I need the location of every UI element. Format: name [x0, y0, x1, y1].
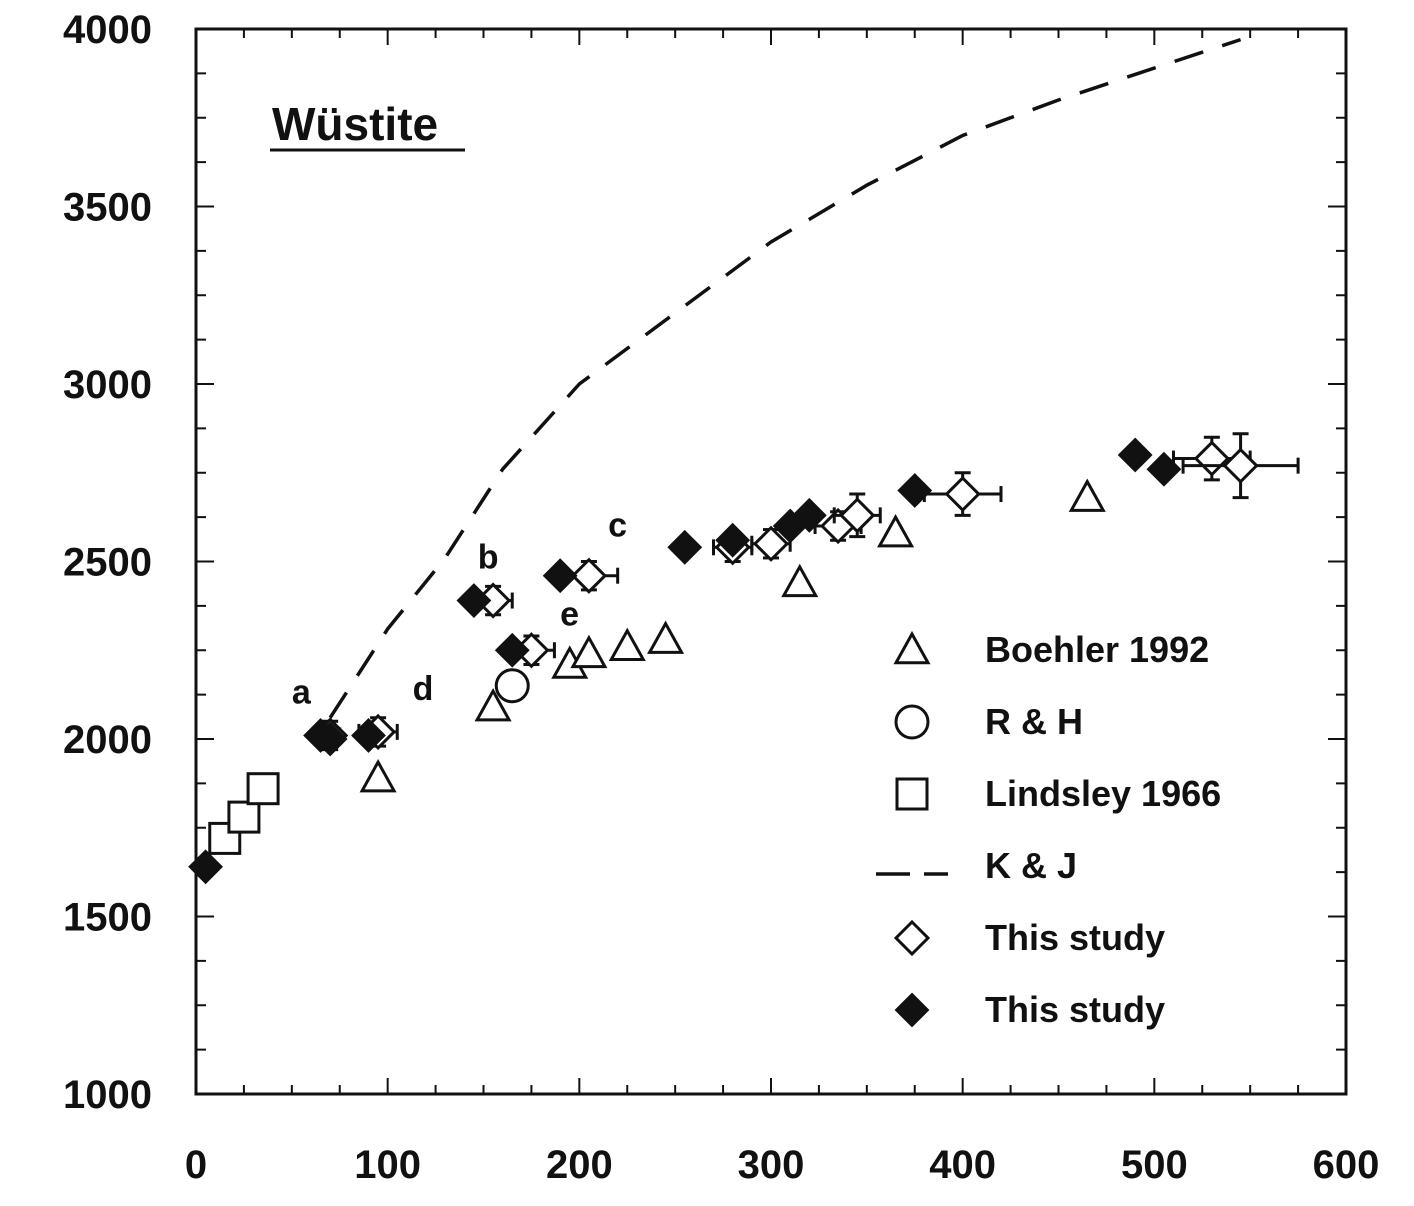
y-tick-label: 4000 — [63, 8, 152, 52]
triangle-point — [474, 687, 512, 722]
y-tick-label: 2500 — [63, 541, 152, 585]
diamond-open-point — [944, 475, 981, 513]
x-tick-label: 400 — [929, 1143, 996, 1187]
series-group — [359, 478, 1106, 793]
x-tick-label: 500 — [1121, 1143, 1188, 1187]
k-and-j-dashed-line — [328, 37, 1242, 719]
square-point — [227, 800, 261, 834]
diamond-filled-point — [1117, 437, 1153, 473]
diamond-open-point — [570, 557, 608, 594]
point-annotation-label: c — [608, 507, 627, 545]
diamond-filled-point — [897, 473, 933, 508]
annotation-layer: a b c d e — [292, 507, 627, 712]
triangle-point — [359, 758, 397, 793]
square-point — [895, 777, 929, 811]
y-tick-label: 3500 — [63, 186, 152, 230]
legend-label: This study — [985, 989, 1165, 1030]
legend-item: This study — [894, 989, 1165, 1030]
circle-point — [894, 704, 930, 740]
legend: Boehler 1992 R & H Lindsley 1966 K & J This … — [876, 629, 1221, 1030]
point-annotation-label: a — [292, 674, 312, 712]
x-tick-label: 300 — [738, 1143, 805, 1187]
chart-title-group: Wüstite — [270, 98, 465, 152]
triangle-point — [893, 630, 931, 665]
legend-label: This study — [985, 917, 1165, 958]
y-tick-label: 2000 — [63, 718, 152, 762]
legend-item: This study — [893, 917, 1165, 958]
y-tick-labels: 1000 1500 2000 2500 3000 3500 4000 — [63, 8, 152, 1117]
triangle-point — [570, 634, 608, 669]
point-annotation-label: d — [413, 670, 434, 708]
diamond-filled-point — [312, 721, 348, 757]
y-tick-label: 1500 — [63, 896, 152, 940]
legend-item: K & J — [876, 845, 1077, 886]
legend-label: Lindsley 1966 — [985, 773, 1221, 814]
diamond-open-point — [752, 525, 790, 562]
x-tick-label: 0 — [185, 1143, 207, 1187]
chart-title: Wüstite — [272, 98, 438, 150]
diamond-filled-point — [715, 522, 751, 558]
legend-item: Lindsley 1966 — [895, 773, 1221, 814]
diamond-open-point — [1193, 440, 1230, 477]
x-tick-label: 200 — [546, 1143, 613, 1187]
diamond-open-point — [839, 497, 876, 534]
triangle-point — [647, 620, 685, 654]
triangle-point — [608, 627, 646, 661]
series-group — [188, 437, 1182, 885]
diamond-filled-point — [667, 529, 703, 565]
x-tick-labels: 0 100 200 300 400 500 600 — [185, 1143, 1380, 1187]
series-group — [494, 668, 530, 704]
y-tick-label: 1000 — [63, 1073, 152, 1117]
point-annotation-label: b — [478, 539, 499, 577]
legend-item: R & H — [894, 701, 1083, 742]
legend-label: R & H — [985, 701, 1083, 742]
y-tick-label: 3000 — [63, 363, 152, 407]
diamond-open-point — [1222, 447, 1259, 484]
legend-label: Boehler 1992 — [985, 629, 1209, 670]
x-tick-label: 100 — [354, 1143, 421, 1187]
diamond-filled-point — [791, 497, 827, 533]
diamond-open-point — [893, 919, 931, 957]
legend-item: Boehler 1992 — [893, 629, 1209, 670]
series-group — [328, 37, 1242, 719]
legend-label: K & J — [985, 845, 1077, 886]
triangle-point — [781, 563, 819, 598]
square-point — [246, 772, 280, 806]
circle-point — [494, 668, 530, 704]
triangle-point — [877, 514, 915, 548]
diamond-filled-point — [1146, 451, 1182, 487]
diamond-filled-point — [542, 558, 578, 594]
x-tick-label: 600 — [1313, 1143, 1380, 1187]
diamond-filled-point — [188, 849, 223, 885]
point-annotation-label: e — [560, 595, 579, 633]
diamond-filled-point — [894, 992, 930, 1028]
series-layer — [188, 37, 1300, 885]
diamond-filled-point — [456, 583, 492, 618]
triangle-point — [1068, 478, 1106, 512]
diamond-filled-point — [351, 718, 386, 753]
diamond-filled-point — [494, 632, 530, 668]
series-group — [208, 772, 280, 855]
axis-ticks — [195, 28, 1347, 1095]
